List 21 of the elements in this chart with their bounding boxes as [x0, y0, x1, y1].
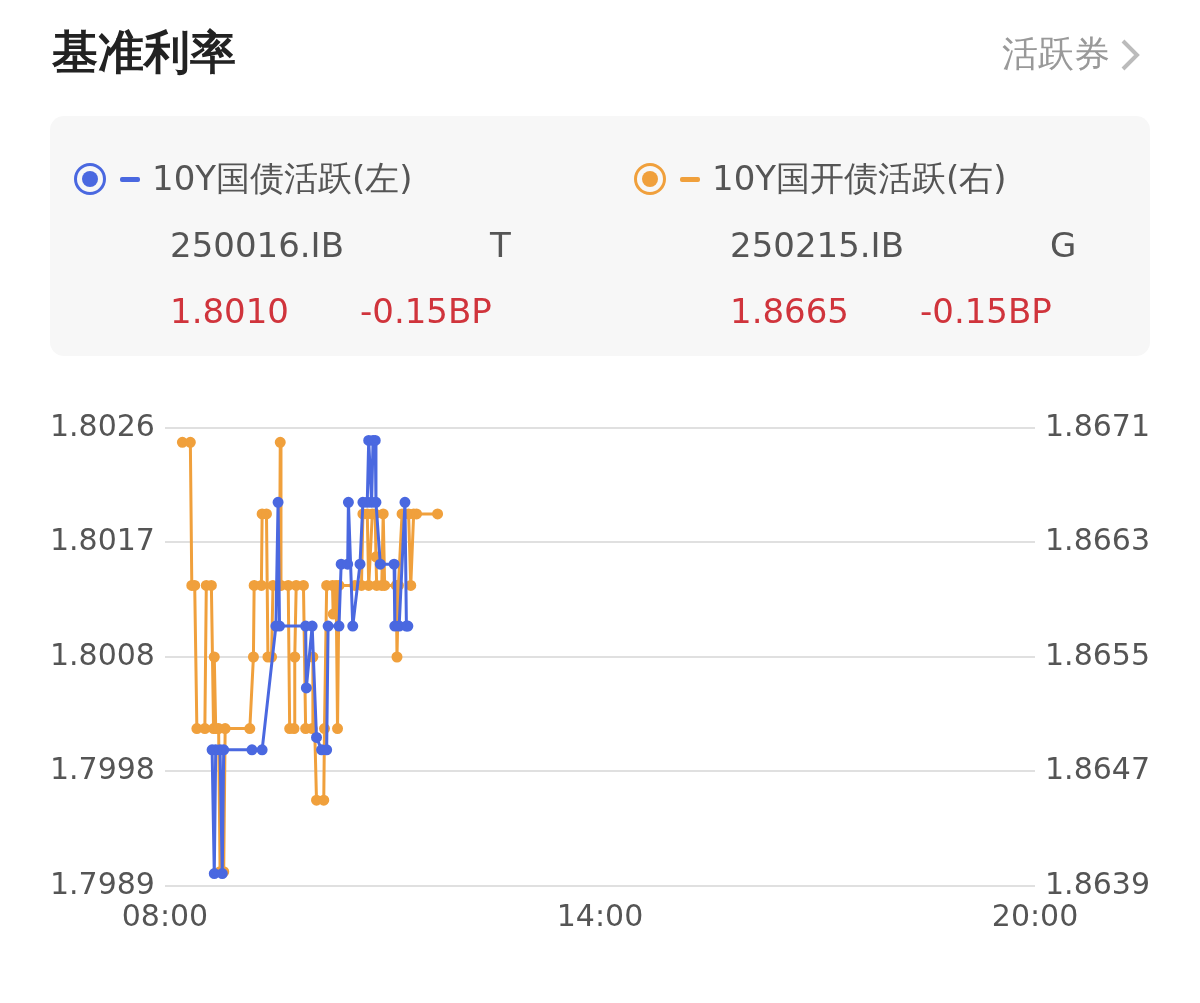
y-tick-label: 1.8017 [49, 521, 155, 557]
y2-tick-label: 1.8647 [1045, 751, 1151, 787]
y-tick-label: 1.8008 [49, 636, 155, 672]
text: -0.15BP [360, 291, 492, 331]
text: T [490, 225, 511, 265]
y2-tick-label: 1.8663 [1045, 522, 1151, 558]
y2-tick-label: 1.8671 [1045, 407, 1151, 443]
text: 1.8010 [170, 291, 290, 331]
legend-label: 10Y国开债活跃(右) [712, 157, 1007, 200]
text: 1.8665 [730, 291, 850, 331]
text: -0.15BP [920, 291, 1052, 331]
y-tick-label: 1.8026 [49, 407, 155, 443]
text: G [1050, 225, 1077, 265]
x-tick-label: 14:00 [556, 897, 644, 933]
y2-tick-label: 1.8655 [1045, 636, 1151, 672]
text: 250016.IB [170, 225, 345, 265]
chart-title: 基准利率 [52, 24, 236, 81]
y-tick-label: 1.7998 [49, 750, 155, 786]
text: 250215.IB [730, 225, 905, 265]
text: 活跃券 [1002, 32, 1110, 76]
legend-label: 10Y国债活跃(左) [152, 157, 413, 200]
